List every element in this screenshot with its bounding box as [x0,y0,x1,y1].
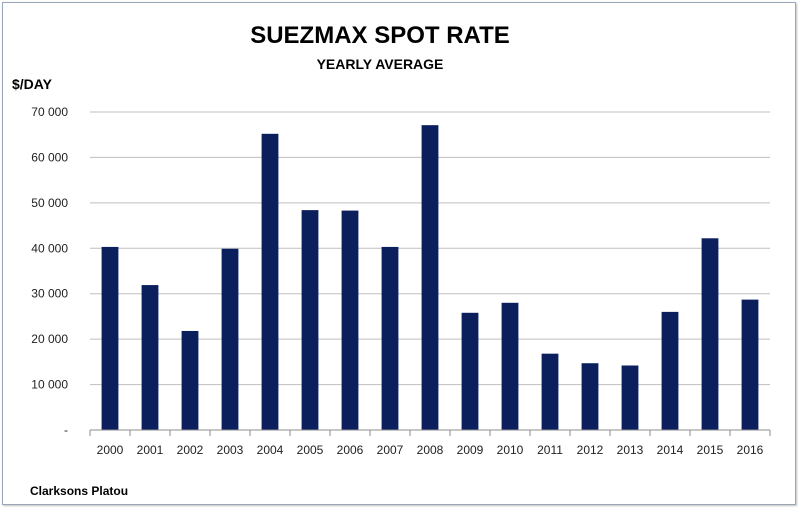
y-tick-label: 50 000 [31,196,68,210]
bar-2005 [301,210,319,430]
x-tick-label: 2000 [97,443,124,457]
x-tick-label: 2009 [457,443,484,457]
chart-title: SUEZMAX SPOT RATE [250,22,510,49]
x-tick-label: 2012 [577,443,604,457]
y-tick-label: 60 000 [31,150,68,164]
y-tick-label: 40 000 [31,241,68,255]
y-axis-ticks: - 10 000 20 000 30 000 40 000 50 000 60 000 70 … [31,105,68,437]
y-tick-label: 70 000 [31,105,68,119]
y-tick-label: 20 000 [31,332,68,346]
bar-2012 [581,363,599,430]
x-tick-label: 2016 [737,443,764,457]
x-tick-label: 2005 [297,443,324,457]
bars [101,125,759,430]
bar-2014 [661,311,679,430]
bar-2004 [261,133,279,430]
x-tick-label: 2001 [137,443,164,457]
x-tick-label: 2013 [617,443,644,457]
bar-2011 [541,353,559,430]
chart-subtitle: YEARLY AVERAGE [317,56,444,72]
y-tick-label: - [64,423,68,437]
bar-2010 [501,302,519,430]
x-axis [89,429,771,436]
bar-2000 [101,246,119,430]
bar-2015 [701,238,719,430]
x-tick-label: 2015 [697,443,724,457]
source-label: Clarksons Platou [30,484,128,498]
x-tick-label: 2010 [497,443,524,457]
y-axis-label: $/DAY [12,76,53,92]
bar-2006 [341,210,359,430]
bar-2013 [621,365,639,430]
x-tick-label: 2014 [657,443,684,457]
x-axis-ticks: 2000 2001 2002 2003 2004 2005 2006 2007 2008 2009… [97,443,764,457]
x-tick-label: 2007 [377,443,404,457]
bar-2007 [381,246,399,430]
x-tick-label: 2004 [257,443,284,457]
x-tick-label: 2006 [337,443,364,457]
bar-2009 [461,312,479,430]
bar-2001 [141,285,159,430]
x-tick-label: 2011 [537,443,563,457]
bar-2002 [181,330,199,430]
y-tick-label: 30 000 [31,287,68,301]
bar-2008 [421,125,439,430]
x-tick-label: 2003 [217,443,244,457]
bar-2016 [741,299,759,430]
y-tick-label: 10 000 [31,378,68,392]
x-tick-label: 2002 [177,443,204,457]
bar-2003 [221,248,239,430]
x-tick-label: 2008 [417,443,444,457]
